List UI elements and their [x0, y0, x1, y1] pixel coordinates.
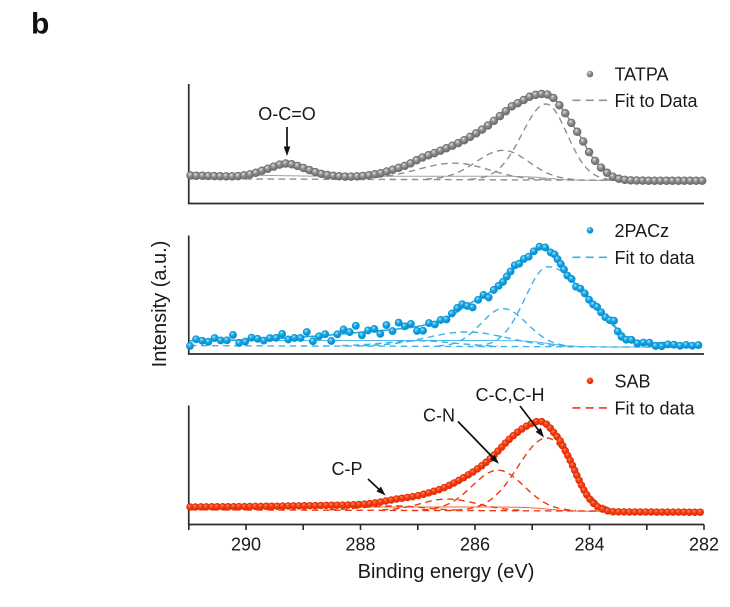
svg-text:Intensity (a.u.): Intensity (a.u.) — [149, 241, 171, 368]
svg-text:Fit to data: Fit to data — [615, 399, 696, 419]
svg-text:O-C=O: O-C=O — [258, 104, 316, 124]
svg-text:284: 284 — [574, 535, 604, 555]
svg-text:C-N: C-N — [423, 406, 455, 426]
svg-text:288: 288 — [345, 535, 375, 555]
svg-text:2PACz: 2PACz — [615, 221, 670, 241]
svg-text:C-C,C-H: C-C,C-H — [476, 385, 545, 405]
svg-text:C-P: C-P — [332, 459, 363, 479]
svg-text:Fit to data: Fit to data — [615, 248, 696, 268]
svg-text:290: 290 — [231, 535, 261, 555]
svg-text:Binding energy (eV): Binding energy (eV) — [358, 561, 535, 583]
svg-text:b: b — [31, 8, 49, 41]
svg-text:Fit to Data: Fit to Data — [615, 91, 699, 111]
svg-text:TATPA: TATPA — [615, 65, 669, 85]
svg-text:SAB: SAB — [615, 371, 651, 391]
svg-text:282: 282 — [689, 535, 719, 555]
svg-text:286: 286 — [460, 535, 490, 555]
